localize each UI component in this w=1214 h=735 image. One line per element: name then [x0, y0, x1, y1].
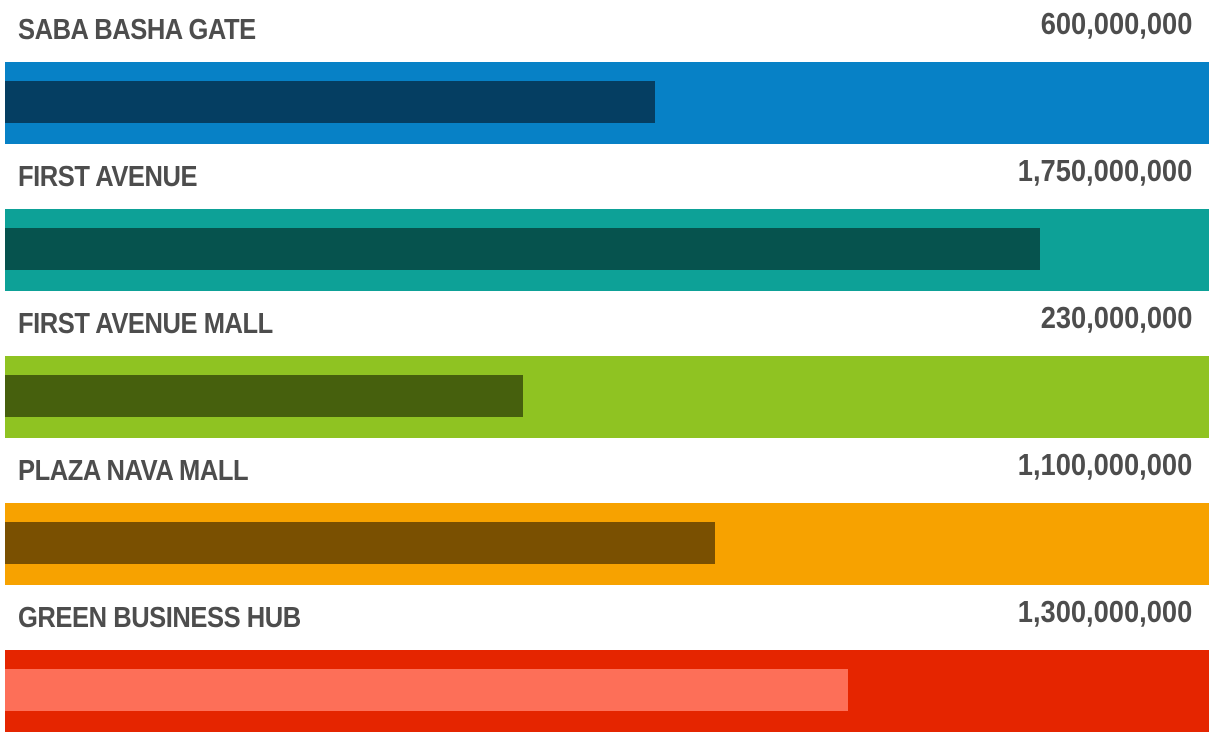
- bar-track: [5, 650, 1209, 732]
- bar-fill: [5, 522, 715, 564]
- bar-row: PLAZA NAVA MALL 1,100,000,000: [0, 441, 1214, 588]
- bar-fill: [5, 81, 655, 123]
- bar-track: [5, 209, 1209, 291]
- bar-fill: [5, 375, 523, 417]
- bar-row: SABA BASHA GATE 600,000,000: [0, 0, 1214, 147]
- bar-category-label: PLAZA NAVA MALL: [18, 455, 249, 487]
- bar-fill: [5, 228, 1040, 270]
- bar-track: [5, 503, 1209, 585]
- bar-fill: [5, 669, 848, 711]
- bar-category-label: SABA BASHA GATE: [18, 14, 256, 46]
- bar-row: GREEN BUSINESS HUB 1,300,000,000: [0, 588, 1214, 735]
- bar-category-label: GREEN BUSINESS HUB: [18, 602, 301, 634]
- bar-category-label: FIRST AVENUE: [18, 161, 198, 193]
- bar-value-label: 600,000,000: [1040, 6, 1192, 41]
- bar-value-label: 1,750,000,000: [1017, 153, 1192, 188]
- bar-category-label: FIRST AVENUE MALL: [18, 308, 273, 340]
- bar-track: [5, 62, 1209, 144]
- bar-row: FIRST AVENUE 1,750,000,000: [0, 147, 1214, 294]
- bar-value-label: 1,300,000,000: [1017, 594, 1192, 629]
- bar-row: FIRST AVENUE MALL 230,000,000: [0, 294, 1214, 441]
- bar-track: [5, 356, 1209, 438]
- bar-value-label: 230,000,000: [1040, 300, 1192, 335]
- bar-value-label: 1,100,000,000: [1017, 447, 1192, 482]
